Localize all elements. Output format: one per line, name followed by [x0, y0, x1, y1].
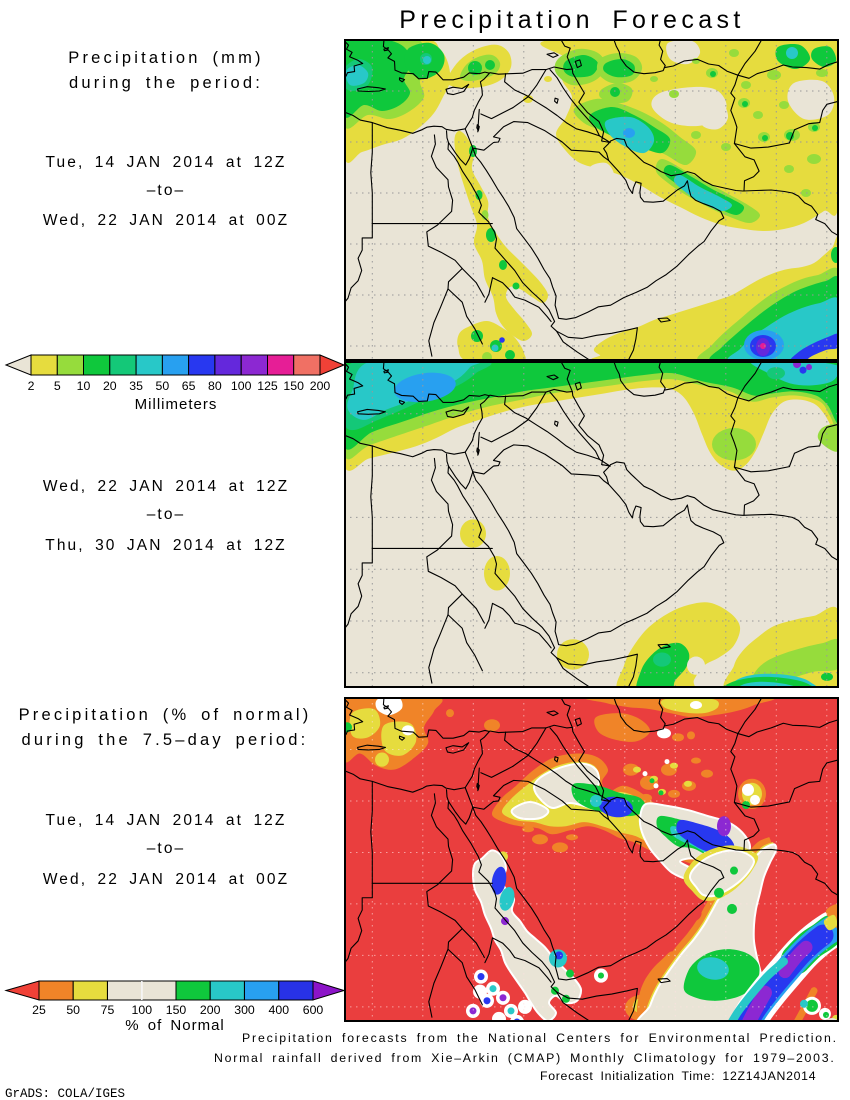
svg-text:75: 75 [101, 1003, 115, 1017]
svg-text:600: 600 [303, 1003, 324, 1017]
svg-text:35: 35 [129, 379, 143, 393]
svg-text:100: 100 [132, 1003, 153, 1017]
svg-text:5: 5 [54, 379, 61, 393]
svg-text:300: 300 [234, 1003, 255, 1017]
svg-text:150: 150 [283, 379, 304, 393]
svg-text:150: 150 [166, 1003, 187, 1017]
svg-text:200: 200 [200, 1003, 221, 1017]
svg-text:80: 80 [208, 379, 222, 393]
svg-text:400: 400 [269, 1003, 290, 1017]
svg-text:65: 65 [182, 379, 196, 393]
svg-text:2: 2 [28, 379, 35, 393]
svg-text:50: 50 [156, 379, 170, 393]
svg-text:10: 10 [77, 379, 91, 393]
svg-text:125: 125 [257, 379, 278, 393]
svg-text:200: 200 [310, 379, 331, 393]
svg-text:25: 25 [32, 1003, 46, 1017]
svg-text:20: 20 [103, 379, 117, 393]
svg-text:100: 100 [231, 379, 252, 393]
svg-text:50: 50 [66, 1003, 80, 1017]
